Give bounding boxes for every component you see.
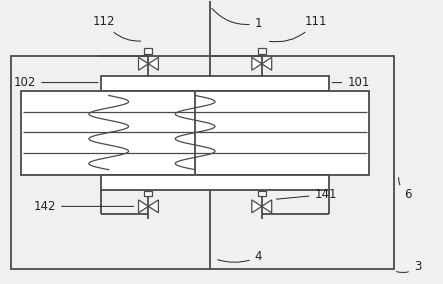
Bar: [258, 191, 266, 197]
Polygon shape: [148, 200, 159, 213]
Text: 102: 102: [14, 76, 98, 89]
Polygon shape: [148, 57, 159, 70]
Text: 6: 6: [399, 178, 412, 201]
Bar: [144, 48, 152, 54]
Polygon shape: [252, 57, 262, 70]
Text: 112: 112: [93, 15, 141, 41]
Text: 141: 141: [276, 188, 337, 201]
Text: 101: 101: [332, 76, 369, 89]
Bar: [144, 191, 152, 197]
Polygon shape: [262, 57, 272, 70]
Polygon shape: [139, 57, 148, 70]
Bar: [21, 91, 369, 175]
Text: 4: 4: [218, 250, 262, 263]
Text: 142: 142: [34, 200, 134, 213]
Polygon shape: [252, 200, 262, 213]
Text: 1: 1: [212, 9, 262, 30]
Text: 3: 3: [396, 260, 421, 273]
Polygon shape: [262, 200, 272, 213]
Polygon shape: [139, 200, 148, 213]
Bar: [258, 48, 266, 54]
Bar: [101, 175, 329, 189]
Bar: [101, 76, 329, 91]
Text: 111: 111: [269, 15, 327, 42]
Bar: [12, 56, 394, 269]
